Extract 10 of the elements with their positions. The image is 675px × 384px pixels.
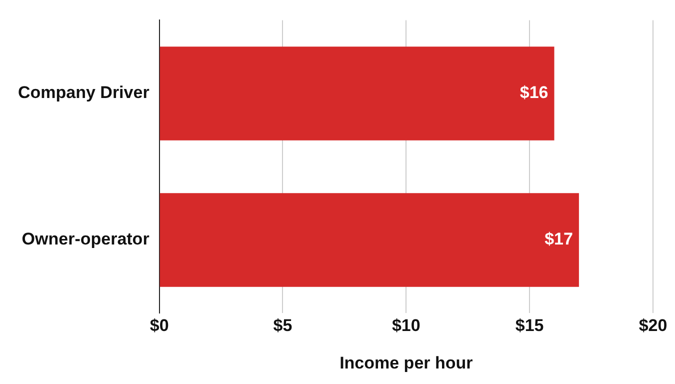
data-label: $17	[544, 230, 573, 249]
y-tick-label: Owner-operator	[22, 230, 150, 249]
x-tick-label: $10	[392, 316, 420, 336]
x-tick-label: $5	[273, 316, 292, 336]
x-tick-label: $0	[150, 316, 169, 336]
data-label: $16	[520, 83, 548, 102]
x-tick-label: $15	[515, 316, 544, 336]
x-axis-title: Income per hour	[340, 353, 474, 372]
x-tick-label: $20	[638, 316, 668, 336]
y-tick-label: Company Driver	[18, 83, 150, 102]
